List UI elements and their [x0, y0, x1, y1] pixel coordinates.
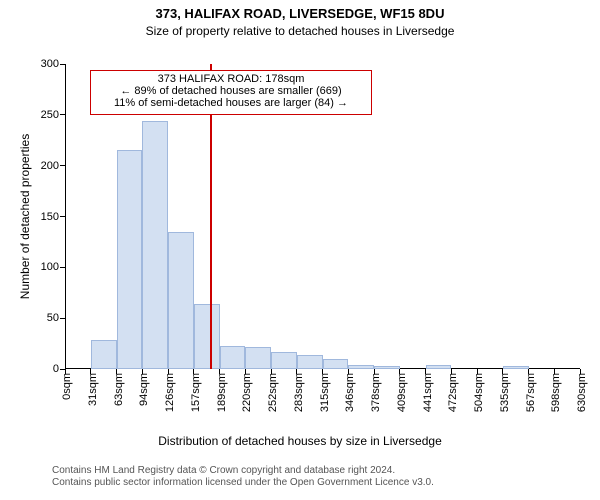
x-tick-label: 189sqm	[216, 369, 228, 412]
plot-area: 0501001502002503000sqm31sqm63sqm94sqm126…	[65, 64, 580, 369]
x-tick-label: 126sqm	[164, 369, 176, 412]
histogram-bar	[503, 366, 529, 369]
x-tick-label: 283sqm	[293, 369, 305, 412]
y-tick-label: 50	[47, 312, 65, 324]
x-tick-label: 472sqm	[447, 369, 459, 412]
x-tick-label: 31sqm	[87, 369, 99, 406]
histogram-bar	[142, 121, 168, 369]
x-tick-label: 315sqm	[319, 369, 331, 412]
x-tick-label: 94sqm	[138, 369, 150, 406]
x-tick-label: 630sqm	[576, 369, 588, 412]
x-tick-label: 504sqm	[473, 369, 485, 412]
histogram-bar	[168, 232, 194, 369]
histogram-bar	[426, 365, 452, 369]
y-axis-line	[65, 64, 66, 369]
annotation-line: 11% of semi-detached houses are larger (…	[91, 97, 371, 109]
x-tick-label: 346sqm	[344, 369, 356, 412]
footer-line2: Contains public sector information licen…	[52, 477, 600, 489]
histogram-bar	[220, 346, 246, 369]
x-tick-label: 220sqm	[241, 369, 253, 412]
chart-title-sub: Size of property relative to detached ho…	[0, 24, 600, 38]
footer-line1: Contains HM Land Registry data © Crown c…	[52, 465, 600, 477]
annotation-line: ← 89% of detached houses are smaller (66…	[91, 85, 371, 97]
x-tick-label: 252sqm	[267, 369, 279, 412]
footer: Contains HM Land Registry data © Crown c…	[52, 465, 600, 489]
y-tick-label: 300	[41, 58, 65, 70]
x-tick-label: 598sqm	[550, 369, 562, 412]
histogram-bar	[245, 347, 271, 369]
annotation-box: 373 HALIFAX ROAD: 178sqm← 89% of detache…	[90, 70, 372, 115]
y-tick-label: 200	[41, 160, 65, 172]
histogram-bar	[194, 304, 220, 369]
x-tick-label: 409sqm	[396, 369, 408, 412]
histogram-bar	[348, 365, 374, 369]
y-tick-label: 250	[41, 109, 65, 121]
x-tick-label: 441sqm	[422, 369, 434, 412]
x-tick-label: 0sqm	[61, 369, 73, 400]
x-tick-label: 157sqm	[190, 369, 202, 412]
y-axis-label: Number of detached properties	[18, 64, 32, 369]
histogram-bar	[374, 366, 400, 369]
histogram-bar	[117, 150, 143, 369]
x-tick-label: 535sqm	[499, 369, 511, 412]
histogram-bar	[271, 352, 297, 369]
x-tick-label: 567sqm	[525, 369, 537, 412]
y-tick-label: 150	[41, 211, 65, 223]
x-tick-label: 63sqm	[113, 369, 125, 406]
x-axis-label: Distribution of detached houses by size …	[0, 434, 600, 448]
histogram-bar	[297, 355, 323, 369]
annotation-line: 373 HALIFAX ROAD: 178sqm	[91, 73, 371, 85]
x-tick-label: 378sqm	[370, 369, 382, 412]
histogram-bar	[323, 359, 349, 369]
histogram-bar	[91, 340, 117, 369]
y-tick-label: 100	[41, 261, 65, 273]
chart-title-main: 373, HALIFAX ROAD, LIVERSEDGE, WF15 8DU	[0, 6, 600, 21]
